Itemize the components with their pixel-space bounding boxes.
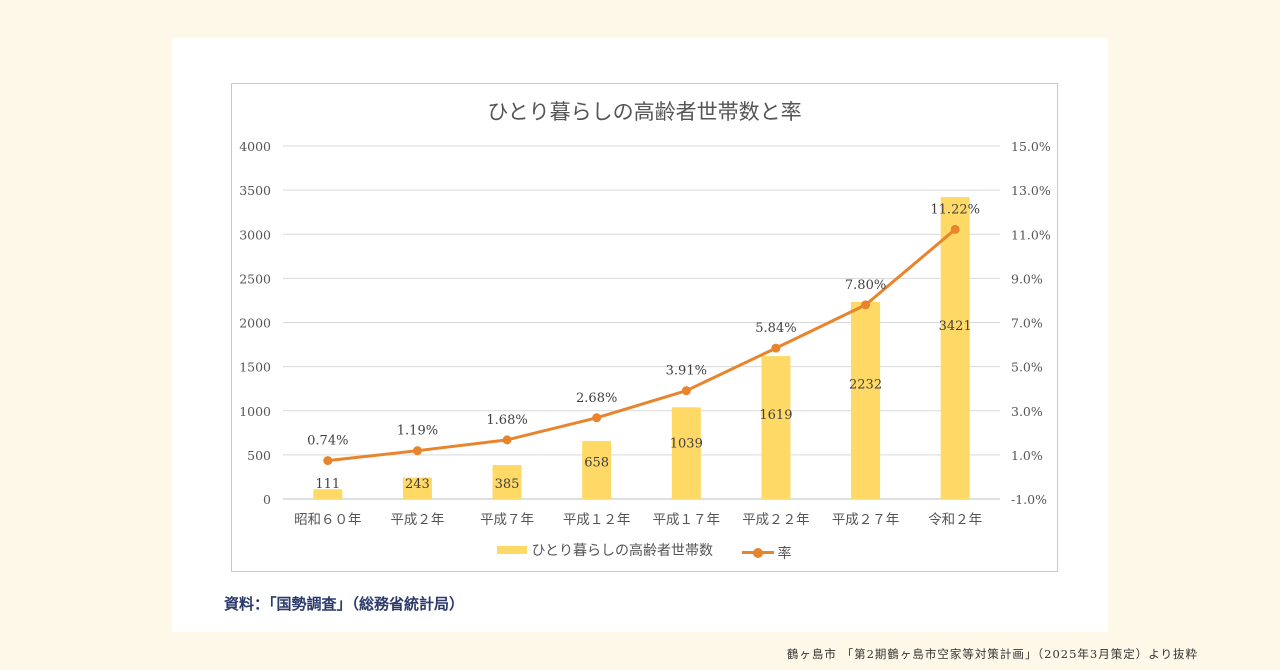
legend-line-label: 率 xyxy=(777,545,792,562)
bar xyxy=(313,489,343,499)
bar-data-label: 1619 xyxy=(759,408,792,423)
rate-point xyxy=(950,224,960,234)
y-right-tick-label: 3.0% xyxy=(1011,404,1043,419)
rate-data-label: 1.19% xyxy=(397,424,438,439)
bar xyxy=(940,197,970,500)
y-left-tick-label: 500 xyxy=(247,448,271,463)
bar-data-label: 385 xyxy=(495,477,520,492)
rate-point xyxy=(681,386,691,396)
x-tick-label: 令和２年 xyxy=(928,512,982,528)
bar xyxy=(671,407,701,499)
rate-line xyxy=(327,228,957,463)
credit-line: 鶴ヶ島市 「第2期鶴ヶ島市空家等対策計画」（2025年3月策定）より抜粋 xyxy=(786,647,1198,661)
bar xyxy=(582,440,612,499)
rate-data-label: 1.68% xyxy=(486,413,527,428)
rate-data-label: 2.68% xyxy=(576,391,617,406)
y-left-tick-label: 2000 xyxy=(239,316,271,331)
y-left-tick-label: 4000 xyxy=(239,139,271,154)
x-tick-label: 昭和６０年 xyxy=(294,512,362,528)
legend-item-line: 率 xyxy=(741,543,792,563)
bar xyxy=(761,356,791,499)
x-tick-label: 平成２２年 xyxy=(742,512,810,528)
y-left-tick-label: 3000 xyxy=(239,227,271,242)
y-right-tick-label: 15.0% xyxy=(1011,139,1051,154)
bar xyxy=(492,465,522,499)
y-left-tick-label: 0 xyxy=(263,492,271,507)
source-note: 資料：「国勢調査」（総務省統計局） xyxy=(224,595,465,613)
rate-data-label: 7.80% xyxy=(845,278,886,293)
y-right-tick-label: 1.0% xyxy=(1011,448,1043,463)
bar xyxy=(851,302,881,499)
legend-item-bars: ひとり暮らしの高齢者世帯数 xyxy=(497,540,713,560)
chart-frame xyxy=(231,83,1058,572)
x-tick-label: 平成１７年 xyxy=(653,512,721,528)
bar-data-label: 3421 xyxy=(939,319,972,334)
chart-title: ひとり暮らしの高齢者世帯数と率 xyxy=(487,100,802,124)
rate-point xyxy=(771,343,781,353)
y-right-tick-label: 11.0% xyxy=(1011,227,1051,242)
bar-data-label: 1039 xyxy=(670,437,703,452)
y-right-tick-label: 5.0% xyxy=(1011,360,1043,375)
y-right-tick-label: 9.0% xyxy=(1011,271,1043,286)
y-left-tick-label: 3500 xyxy=(239,183,271,198)
rate-data-label: 3.91% xyxy=(666,364,707,379)
y-right-tick-label: -1.0% xyxy=(1011,492,1047,507)
rate-point xyxy=(323,456,333,466)
rate-point xyxy=(861,300,871,310)
rate-data-label: 5.84% xyxy=(755,321,796,336)
bar-data-label: 111 xyxy=(315,477,340,492)
bar-data-label: 2232 xyxy=(849,378,882,393)
bar xyxy=(402,477,432,499)
legend-bar-label: ひとり暮らしの高齢者世帯数 xyxy=(531,543,714,559)
x-tick-label: 平成１２年 xyxy=(563,512,631,528)
x-tick-label: 平成２７年 xyxy=(832,512,900,528)
x-tick-label: 平成２年 xyxy=(390,512,444,528)
legend-bar-swatch xyxy=(497,546,528,554)
rate-data-label: 11.22% xyxy=(930,202,980,217)
rate-point xyxy=(592,413,602,423)
y-right-tick-label: 13.0% xyxy=(1011,183,1051,198)
x-tick-label: 平成７年 xyxy=(480,512,534,528)
chart-legend: ひとり暮らしの高齢者世帯数 率 xyxy=(231,540,1058,563)
bar-data-label: 658 xyxy=(584,455,609,470)
y-right-tick-label: 7.0% xyxy=(1011,316,1043,331)
y-left-tick-label: 2500 xyxy=(239,271,271,286)
bar-data-label: 243 xyxy=(405,477,430,492)
rate-point xyxy=(412,446,422,456)
rate-point xyxy=(502,435,512,445)
y-left-tick-label: 1000 xyxy=(239,404,271,419)
legend-line-swatch xyxy=(741,547,774,558)
y-left-tick-label: 1500 xyxy=(239,360,271,375)
rate-data-label: 0.74% xyxy=(307,434,348,449)
